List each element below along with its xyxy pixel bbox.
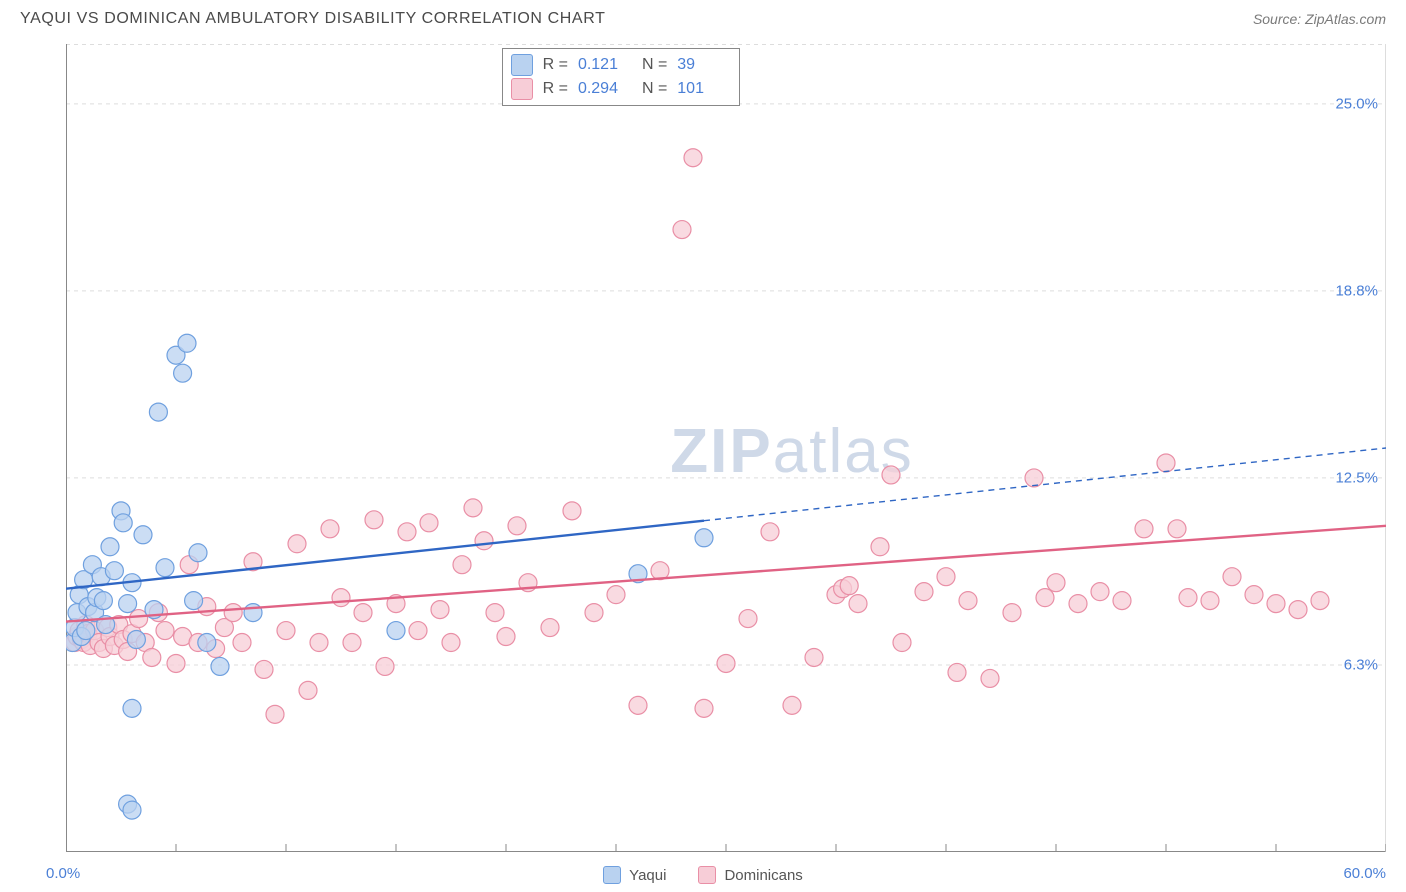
legend-swatch	[511, 54, 533, 76]
r-label: R =	[543, 53, 568, 77]
n-label: N =	[642, 77, 667, 101]
y-tick-label: 18.8%	[1335, 282, 1378, 299]
source-label: Source: ZipAtlas.com	[1253, 11, 1386, 27]
n-label: N =	[642, 53, 667, 77]
n-value: 39	[677, 53, 731, 77]
legend-swatch	[511, 78, 533, 100]
r-value: 0.294	[578, 77, 632, 101]
legend-swatch	[603, 866, 621, 884]
r-label: R =	[543, 77, 568, 101]
r-value: 0.121	[578, 53, 632, 77]
y-tick-label: 12.5%	[1335, 469, 1378, 486]
legend-swatch	[698, 866, 716, 884]
y-tick-label: 25.0%	[1335, 95, 1378, 112]
legend-item: Dominicans	[698, 866, 802, 884]
legend-item: Yaqui	[603, 866, 666, 884]
y-tick-label: 6.3%	[1344, 656, 1378, 673]
n-value: 101	[677, 77, 731, 101]
svg-text:ZIPatlas: ZIPatlas	[670, 417, 913, 486]
bottom-legend: Yaqui Dominicans	[0, 866, 1406, 884]
legend-label: Dominicans	[724, 867, 802, 884]
chart-title: YAQUI VS DOMINICAN AMBULATORY DISABILITY…	[20, 10, 605, 28]
scatter-plot: ZIPatlas 6.3% 12.5% 18.8% 25.0% R = 0.121 N …	[66, 44, 1386, 852]
correlation-legend: R = 0.121 N = 39 R = 0.294 N = 101	[502, 48, 741, 106]
legend-label: Yaqui	[629, 867, 666, 884]
